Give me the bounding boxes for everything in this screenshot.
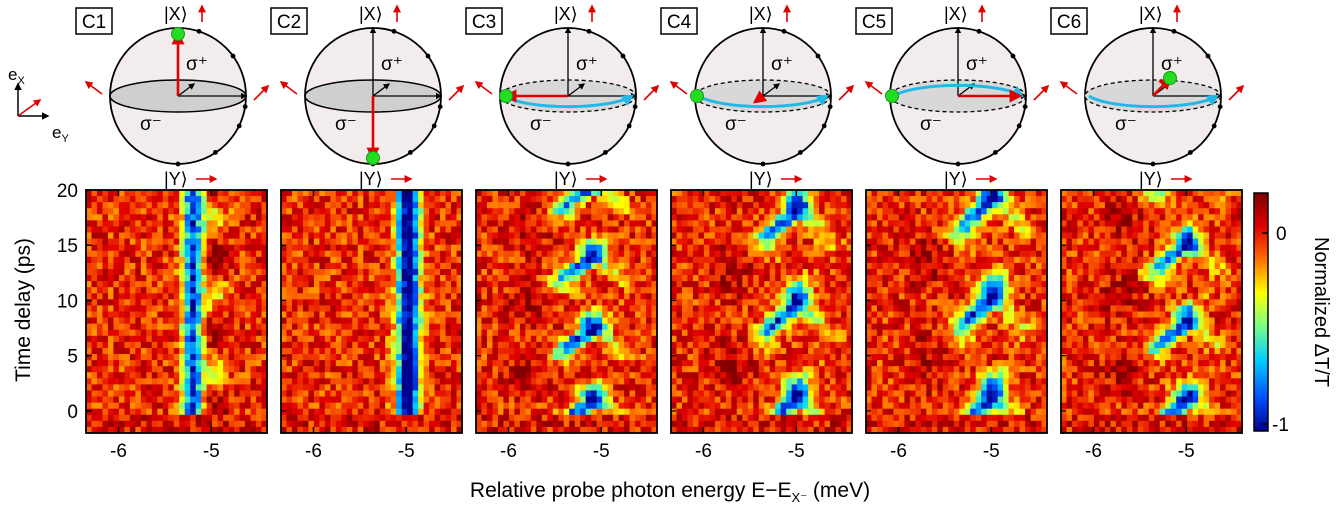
panel-label: C6 [1057, 12, 1081, 33]
state-y-label: |Y⟩ [554, 169, 578, 189]
x-tick-label: -6 [305, 441, 322, 462]
sphere-c5: C5 σ⁺ σ⁻ |X⟩ |Y⟩ [855, 4, 1050, 189]
heatmap-panel-c1: -6 -5 20 15 10 5 0 [57, 181, 268, 462]
state-y-label: |Y⟩ [749, 169, 773, 189]
y-tick-label: 10 [57, 291, 78, 312]
sigma-minus-label: σ⁻ [920, 114, 942, 135]
sigma-plus-label: σ⁺ [771, 54, 793, 75]
colorbar-gradient [1253, 192, 1269, 432]
sigma-plus-label: σ⁺ [576, 54, 598, 75]
sphere-c6: C6 σ⁺ σ⁻ |X⟩ |Y⟩ [1050, 4, 1245, 189]
state-x-label: |X⟩ [749, 4, 773, 24]
ey-label: eY [52, 123, 69, 145]
colorbar: 0 -1 Normalized ΔT/T [1253, 192, 1332, 436]
heatmap-panels: -6 -5 20 15 10 5 0 -6 -5 -6 -5 -6 -5 -6 -5 -6 -5 [57, 181, 1243, 462]
heatmap-panel-c3: -6 -5 [475, 189, 658, 462]
colorbar-tick-0: 0 [1276, 224, 1287, 245]
x-tick-label: -5 [203, 441, 220, 462]
sigma-minus-label: σ⁻ [725, 114, 747, 135]
y-tick-label: 20 [57, 181, 78, 202]
state-x-label: |X⟩ [944, 4, 968, 24]
y-tick-label: 5 [67, 347, 78, 368]
panel-label: C5 [862, 12, 886, 33]
colorbar-label: Normalized ΔT/T [1310, 237, 1332, 387]
heatmap-frame [1060, 189, 1243, 434]
sphere-c4: C4 σ⁺ σ⁻ |X⟩ |Y⟩ [660, 4, 855, 189]
y-tick-label: 0 [67, 402, 78, 423]
heatmap-panel-c2: -6 -5 [280, 189, 463, 462]
sigma-plus-label: σ⁺ [381, 54, 403, 75]
panel-label: C2 [277, 12, 301, 33]
state-y-label: |Y⟩ [359, 169, 383, 189]
x-axis-label: Relative probe photon energy E−EX⁻ (meV) [470, 479, 870, 505]
panel-label: C4 [667, 12, 692, 33]
sphere-c1: C1 σ⁺ σ⁻ |X⟩ |Y⟩ [75, 4, 270, 189]
pump-state-dot [885, 89, 899, 103]
sigma-plus-label: σ⁺ [966, 54, 988, 75]
y-axis-label: Time delay (ps) [12, 238, 35, 382]
sigma-plus-label: σ⁺ [1161, 54, 1183, 75]
y-tick-label: 15 [57, 236, 78, 257]
sigma-minus-label: σ⁻ [335, 114, 357, 135]
state-x-label: |X⟩ [1139, 4, 1163, 24]
sigma-minus-label: σ⁻ [140, 114, 162, 135]
heatmap-frame [865, 189, 1048, 434]
pump-state-dot [1163, 71, 1177, 85]
heatmap-frame [670, 189, 853, 434]
poincare-spheres: C1 σ⁺ σ⁻ |X⟩ |Y⟩ C2 σ⁺ σ⁻ |X⟩ |Y⟩ C3 σ⁺ σ⁻ |X⟩ |Y⟩ C4 σ⁺… [75, 4, 1245, 189]
pump-state-dot [366, 151, 380, 165]
panel-label: C3 [472, 12, 496, 33]
heatmap-panel-c4: -6 -5 [670, 189, 853, 462]
x-tick-label: -6 [1085, 441, 1102, 462]
heatmap-frame [475, 189, 658, 434]
x-tick-label: -5 [983, 441, 1000, 462]
state-x-label: |X⟩ [554, 4, 578, 24]
x-tick-label: -6 [695, 441, 712, 462]
heatmap-frame [85, 189, 268, 434]
pump-state-dot [690, 89, 704, 103]
state-y-label: |Y⟩ [1139, 169, 1163, 189]
x-tick-label: -5 [1178, 441, 1195, 462]
state-y-label: |Y⟩ [944, 169, 968, 189]
sphere-c2: C2 σ⁺ σ⁻ |X⟩ |Y⟩ [270, 4, 465, 189]
x-tick-label: -5 [593, 441, 610, 462]
lab-frame-axes: eX eY [8, 65, 69, 145]
x-tick-label: -6 [500, 441, 517, 462]
colorbar-tick-minus1: -1 [1272, 415, 1289, 436]
state-y-label: |Y⟩ [164, 169, 188, 189]
sigma-minus-label: σ⁻ [1115, 114, 1137, 135]
pump-state-dot [499, 89, 513, 103]
pump-state-dot [171, 27, 185, 41]
x-tick-label: -5 [788, 441, 805, 462]
sigma-minus-label: σ⁻ [530, 114, 552, 135]
x-tick-label: -6 [890, 441, 907, 462]
heatmap-frame [280, 189, 463, 434]
state-x-label: |X⟩ [359, 4, 383, 24]
x-tick-label: -6 [110, 441, 127, 462]
panel-label: C1 [82, 12, 106, 33]
heatmap-panel-c5: -6 -5 [865, 189, 1048, 462]
x-tick-label: -5 [398, 441, 415, 462]
sigma-plus-label: σ⁺ [186, 54, 208, 75]
sphere-c3: C3 σ⁺ σ⁻ |X⟩ |Y⟩ [465, 4, 660, 189]
ex-label: eX [8, 65, 25, 87]
state-x-label: |X⟩ [164, 4, 188, 24]
heatmap-panel-c6: -6 -5 [1060, 189, 1243, 462]
